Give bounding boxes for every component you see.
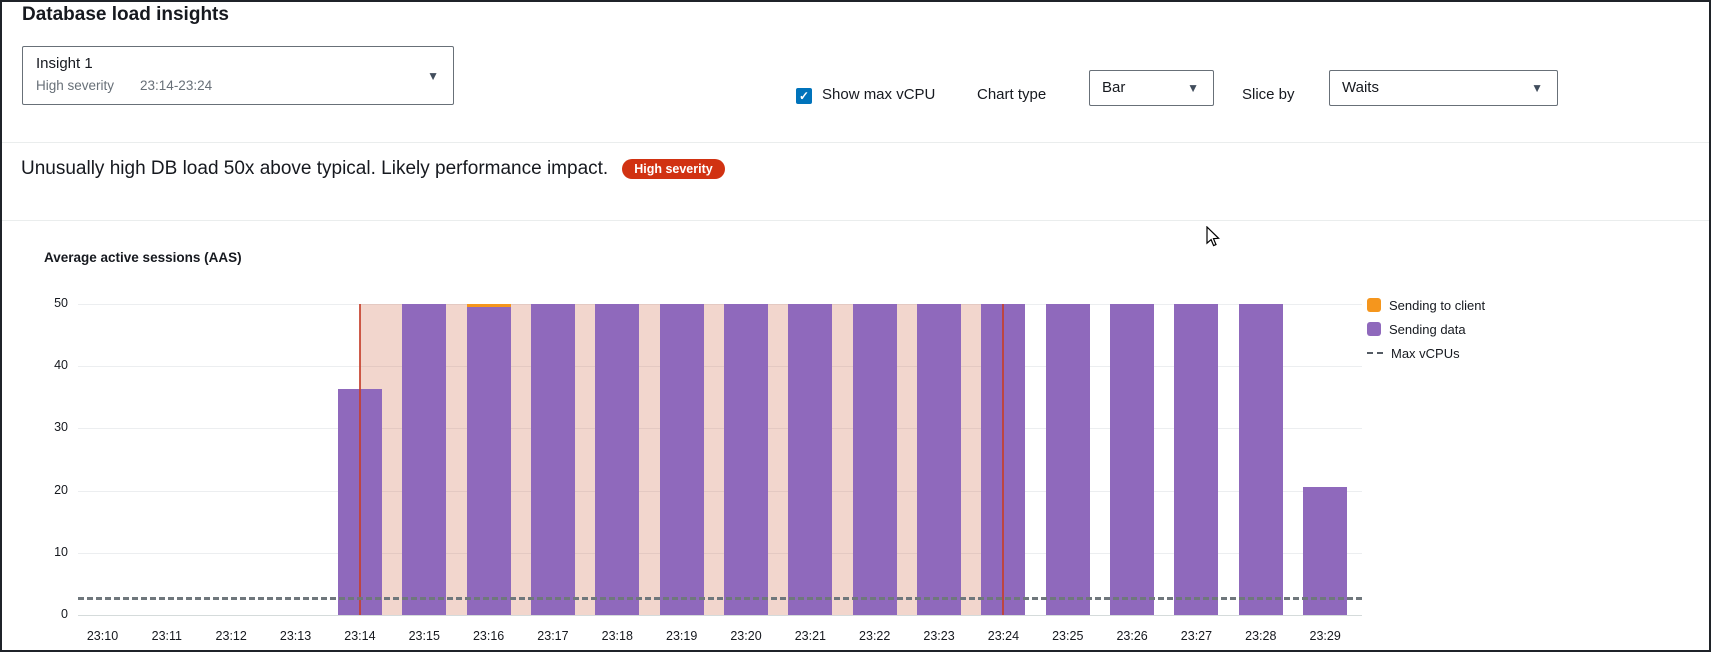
x-tick-label: 23:14	[344, 629, 376, 643]
insight-selector-dropdown[interactable]: Insight 1 High severity 23:14-23:24 ▼	[22, 46, 454, 105]
chart-bar-top-segment[interactable]	[466, 304, 511, 308]
slice-by-value: Waits	[1342, 79, 1379, 96]
chevron-down-icon: ▼	[1531, 81, 1543, 95]
chart-bar[interactable]	[1045, 304, 1090, 615]
chart-bar[interactable]	[1110, 304, 1155, 615]
max-vcpu-line	[78, 596, 1362, 600]
y-gridline	[78, 490, 1362, 492]
x-tick-label: 23:22	[859, 629, 891, 643]
chart-bar[interactable]	[788, 304, 833, 615]
x-tick-label: 23:10	[86, 629, 119, 643]
x-tick-label: 23:23	[923, 629, 955, 643]
severity-badge: High severity	[622, 159, 725, 179]
slice-by-label: Slice by	[1242, 86, 1295, 103]
chart-bar[interactable]	[530, 304, 575, 615]
page-title: Database load insights	[22, 4, 229, 25]
y-tick-label: 40	[54, 358, 68, 373]
insight-boundary-line	[358, 304, 361, 615]
chart-bar[interactable]	[1174, 304, 1219, 615]
insight-subtitle: High severity 23:14-23:24	[36, 78, 212, 93]
insight-name: Insight 1	[36, 55, 93, 72]
chart-bar[interactable]	[595, 304, 640, 615]
x-tick-label: 23:20	[730, 629, 762, 643]
legend-item-sending-to-client[interactable]: Sending to client	[1367, 293, 1485, 317]
chart-bar[interactable]	[659, 304, 704, 615]
show-max-vcpu-checkbox[interactable]: ✓	[796, 88, 812, 104]
x-tick-label: 23:13	[279, 629, 312, 643]
divider	[2, 142, 1709, 143]
x-tick-label: 23:21	[794, 629, 826, 643]
chart-title: Average active sessions (AAS)	[44, 250, 242, 265]
y-tick-label: 20	[54, 482, 68, 497]
chart-bar[interactable]	[917, 304, 962, 615]
x-tick-label: 23:18	[601, 629, 633, 643]
x-tick-label: 23:26	[1116, 629, 1148, 643]
chart-bar[interactable]	[402, 304, 447, 615]
x-axis-line	[78, 615, 1362, 616]
x-tick-label: 23:12	[215, 629, 247, 643]
y-tick-label: 30	[54, 420, 68, 435]
x-tick-label: 23:16	[472, 629, 505, 643]
legend-item-max-vcpus[interactable]: Max vCPUs	[1367, 341, 1485, 365]
show-max-vcpu-label: Show max vCPU	[822, 86, 936, 103]
x-tick-label: 23:15	[408, 629, 440, 643]
chart-bar[interactable]	[1303, 487, 1348, 615]
orange-swatch-icon	[1367, 298, 1381, 312]
legend-label: Sending to client	[1389, 297, 1486, 313]
y-gridline	[78, 366, 1362, 368]
y-gridline	[78, 428, 1362, 430]
x-tick-label: 23:19	[666, 629, 698, 643]
chart-type-value: Bar	[1102, 79, 1126, 96]
chevron-down-icon: ▼	[1187, 81, 1199, 95]
legend-label: Max vCPUs	[1391, 345, 1460, 361]
y-gridline	[78, 552, 1362, 554]
y-tick-label: 50	[54, 296, 68, 310]
alert-message: Unusually high DB load 50x above typical…	[21, 158, 609, 179]
insight-alert: Unusually high DB load 50x above typical…	[21, 152, 725, 186]
chart-bar[interactable]	[466, 307, 511, 615]
purple-swatch-icon	[1367, 322, 1381, 336]
y-tick-label: 0	[61, 607, 68, 621]
chart-type-label: Chart type	[977, 86, 1047, 103]
chart-type-select[interactable]: Bar ▼	[1089, 70, 1214, 106]
slice-by-select[interactable]: Waits ▼	[1329, 70, 1558, 106]
chart-bar[interactable]	[1238, 304, 1283, 615]
divider	[2, 220, 1709, 221]
legend-item-sending-data[interactable]: Sending data	[1367, 317, 1485, 341]
x-tick-label: 23:25	[1052, 629, 1084, 643]
legend-label: Sending data	[1389, 321, 1466, 337]
x-tick-label: 23:28	[1245, 629, 1277, 643]
x-tick-label: 23:24	[987, 629, 1020, 643]
dashed-line-icon	[1367, 352, 1383, 354]
y-gridline	[78, 304, 1362, 305]
chart-bar[interactable]	[724, 304, 768, 615]
y-tick-label: 10	[54, 544, 68, 559]
chevron-down-icon: ▼	[427, 68, 439, 83]
x-tick-label: 23:29	[1309, 629, 1341, 643]
insight-severity: High severity	[36, 78, 115, 93]
insight-boundary-line	[1002, 304, 1005, 615]
x-tick-label: 23:17	[537, 629, 569, 643]
x-tick-label: 23:27	[1180, 629, 1213, 643]
chart-bar[interactable]	[852, 304, 897, 615]
chart-legend: Sending to client Sending data Max vCPUs	[1367, 293, 1485, 365]
x-tick-label: 23:11	[151, 629, 183, 643]
insight-time-range: 23:14-23:24	[140, 78, 213, 93]
